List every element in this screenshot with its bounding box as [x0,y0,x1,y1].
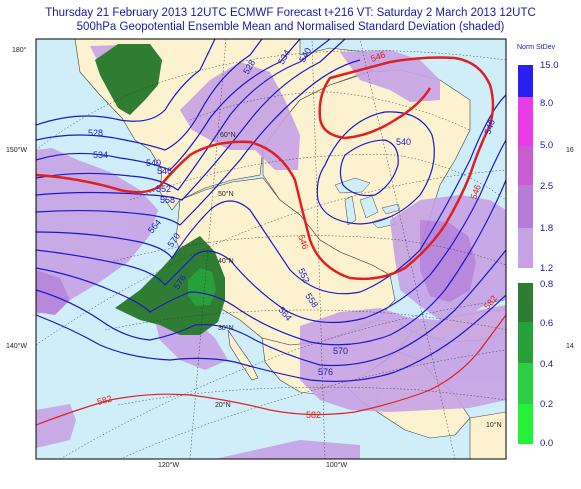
legend-label: 0.4 [540,359,554,370]
spread-low [95,44,225,335]
lon-label: 120°W [158,462,180,469]
title-line-2: 500hPa Geopotential Ensemble Mean and No… [76,21,505,33]
legend-label: 5.0 [540,140,554,151]
legend-swatch [518,185,533,228]
legend-swatch [518,146,533,185]
legend-swatch [518,228,533,268]
title-line-1: Thursday 21 February 2013 12UTC ECMWF Fo… [45,7,536,19]
lon-label: 180° [12,47,27,54]
lon-label: 140°W [6,343,28,350]
spread-high [36,44,506,459]
legend-swatch [518,404,533,444]
legend-label: 1.2 [540,263,554,274]
legend-swatch [518,363,533,404]
contour-label: 546 [468,183,483,201]
legend-swatch [518,97,533,146]
contour-label: 546 [157,166,172,176]
legend-label: 0.6 [540,318,554,329]
contour-label: 570 [333,346,348,356]
legend-label: 2.5 [540,181,554,192]
contour-label: 582 [306,410,321,420]
map-frame [35,38,507,460]
contour-label: 546 [296,233,311,251]
contour-labels: 528 534 540 546 552 558 564 570 576 528 … [88,46,499,420]
lat-label: 30°N [218,324,234,332]
contour-label: 528 [88,128,103,138]
lat-label: 10°N [486,421,502,429]
side-label: 14 [566,343,574,350]
lat-label: 20°N [215,401,231,409]
legend-label: 0.2 [540,399,554,410]
lat-label: 60°N [220,131,236,139]
legend-label: 8.0 [540,98,554,109]
legend-label: 15.0 [540,60,559,71]
legend-title: Norm StDev [517,44,556,51]
lon-label: 100°W [326,462,348,469]
legend-swatch [518,322,533,363]
contour-label: 558 [160,195,175,205]
legend-label: 0.0 [540,438,554,449]
contour-label: 546 [482,118,497,136]
contour-label: 576 [318,367,333,377]
lat-label: 50°N [218,190,234,198]
side-label: 16 [566,147,574,154]
contour-label: 534 [93,150,108,160]
graticule-labels: 60°N 50°N 40°N 30°N 20°N 10°N [215,131,502,429]
contour-label: 582 [96,393,113,407]
contour-label: 552 [156,184,171,194]
legend-swatch [518,65,533,97]
legend-label: 0.8 [540,279,554,290]
contour-label: 546 [369,49,387,64]
contours-blue [36,39,506,382]
great-lakes [334,177,401,229]
lat-label: 40°N [218,257,234,265]
contour-label: 540 [396,137,411,147]
legend-label: 1.8 [540,223,554,234]
legend-swatch [518,283,533,322]
contours-red [36,56,506,426]
lon-label: 150°W [6,147,28,154]
contour-label: 540 [146,158,161,168]
